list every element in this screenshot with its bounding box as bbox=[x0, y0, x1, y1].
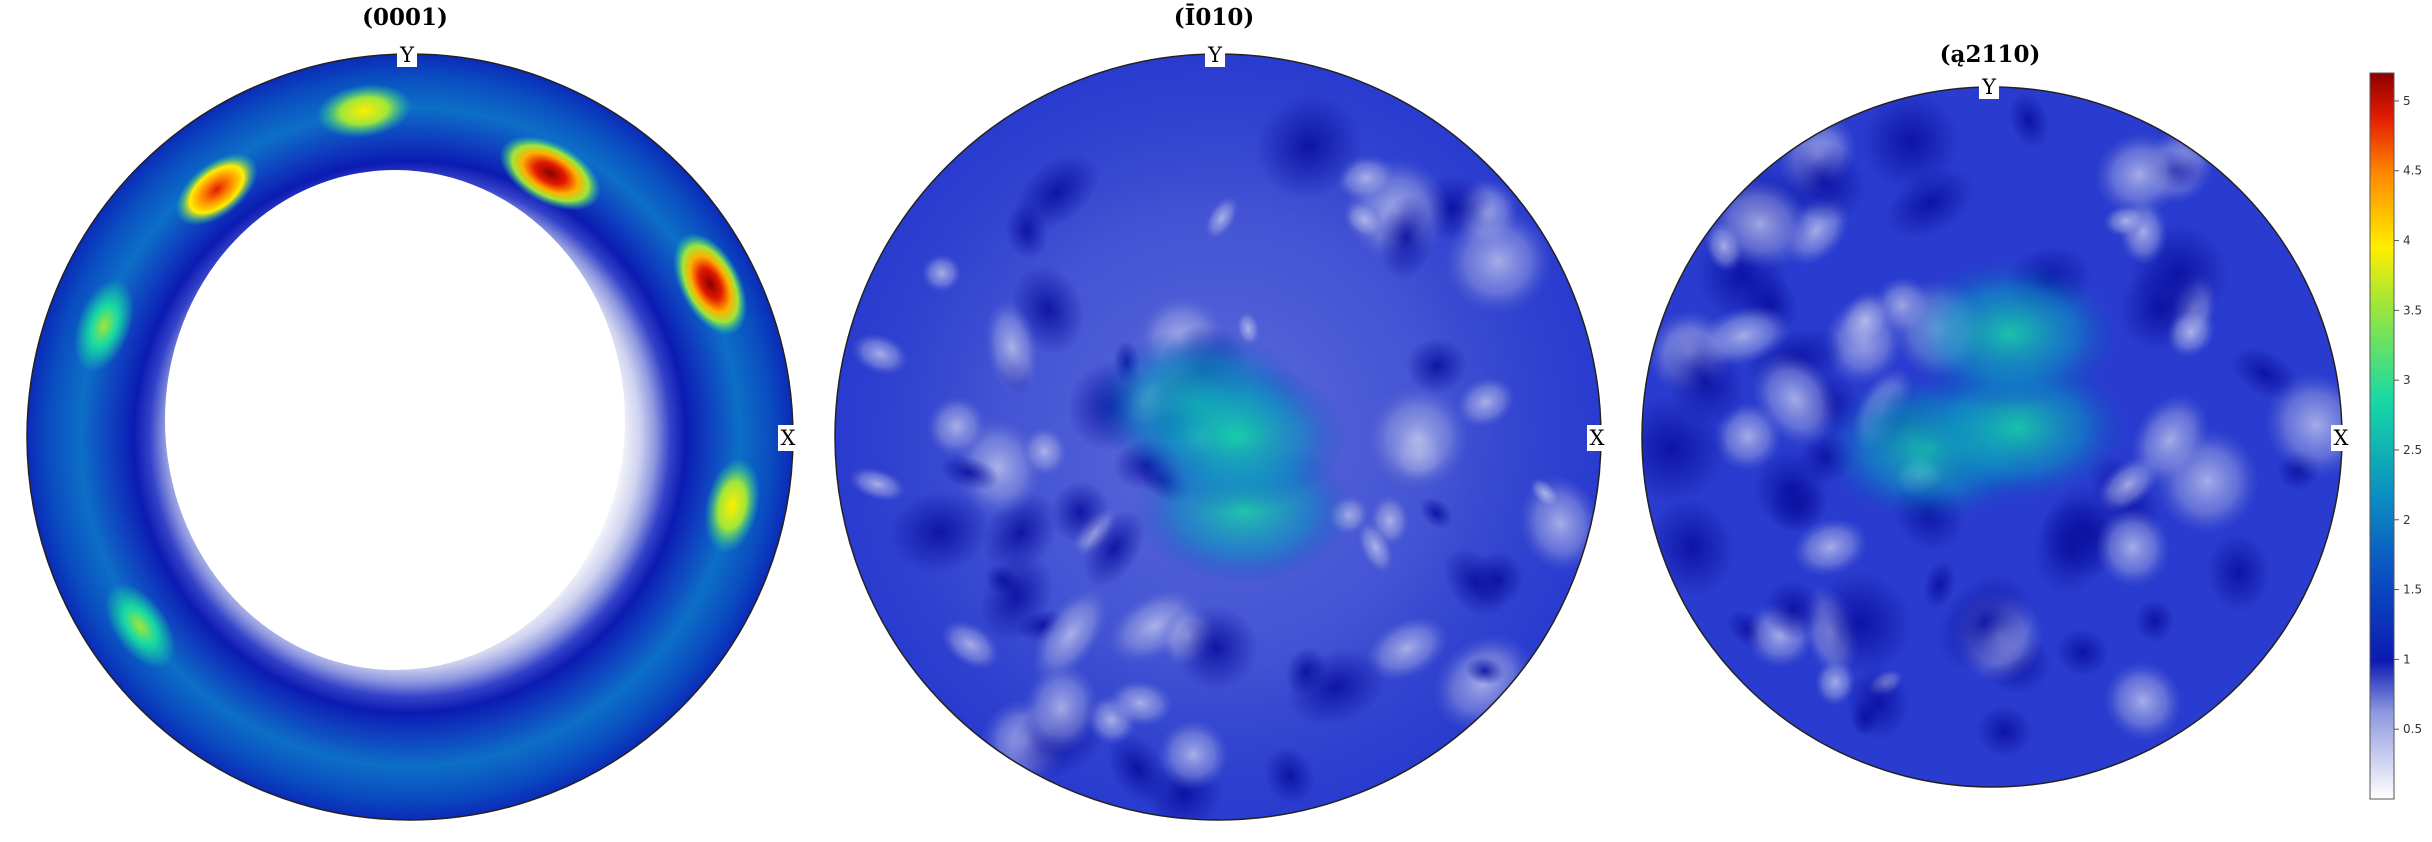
colorbar-tick-label: 3 bbox=[2403, 373, 2411, 387]
density-peak-1 bbox=[673, 233, 748, 335]
pole-figure-0001: (0001) Y X bbox=[26, 4, 798, 821]
low-density-blob bbox=[1031, 586, 1110, 683]
x-axis-label: X bbox=[1590, 426, 1605, 450]
low-density-blob bbox=[1023, 661, 1100, 755]
density-peak-6 bbox=[704, 458, 760, 553]
colorbar-tick-label: 0.5 bbox=[2403, 722, 2422, 736]
low-density-blob bbox=[984, 298, 1039, 396]
low-density-blob bbox=[2130, 393, 2210, 487]
low-density-blob bbox=[1204, 196, 1239, 240]
low-density-blob bbox=[2103, 204, 2148, 237]
low-density-blob bbox=[921, 254, 962, 293]
dark-blob bbox=[939, 455, 1000, 491]
density-peak-0 bbox=[499, 136, 601, 211]
y-axis-label: Y bbox=[1981, 75, 1997, 99]
low-density-blob bbox=[1529, 477, 1561, 509]
dark-blob bbox=[2134, 598, 2175, 644]
pole-figure-1010: (Ī010) Y X bbox=[834, 4, 1607, 821]
colorbar-tick-label: 2.5 bbox=[2403, 443, 2422, 457]
dark-blob bbox=[2055, 628, 2110, 677]
pole-figure-title: (ą2110) bbox=[1940, 41, 2041, 68]
low-density-blob bbox=[2095, 132, 2185, 216]
dark-blob bbox=[1465, 656, 1504, 685]
colorbar-ticks: 0.5 1 1.5 2 2.5 3 3.5 4 4.5 5 bbox=[2394, 94, 2422, 736]
dark-blob bbox=[1443, 547, 1508, 618]
density-peak-2 bbox=[1900, 258, 2121, 409]
low-density-blob bbox=[1792, 518, 1868, 577]
low-density-blob bbox=[1343, 200, 1385, 239]
density-peak-2 bbox=[1127, 362, 1348, 512]
dark-blob bbox=[1174, 605, 1259, 691]
dark-blob bbox=[1781, 141, 1867, 223]
low-density-blob bbox=[1021, 426, 1068, 477]
low-density-blob bbox=[1443, 208, 1553, 315]
dark-blob bbox=[1050, 480, 1110, 544]
low-density-blob bbox=[1696, 305, 1791, 366]
dark-blob bbox=[1763, 579, 1824, 640]
low-density-blob bbox=[1357, 520, 1394, 574]
pole-figure-title: (Ī010) bbox=[1174, 4, 1255, 31]
low-density-blob bbox=[1365, 616, 1449, 681]
colorbar-tick-label: 5 bbox=[2403, 94, 2411, 108]
dark-blob bbox=[1648, 497, 1736, 597]
dark-blob bbox=[1378, 194, 1434, 281]
dark-blob bbox=[1808, 570, 1914, 675]
dark-blob bbox=[1083, 509, 1146, 587]
low-density-blob bbox=[848, 467, 906, 502]
dark-blob bbox=[1264, 746, 1316, 806]
dark-blob bbox=[1975, 704, 2034, 758]
colorbar-tick-label: 3.5 bbox=[2403, 303, 2422, 317]
density-peak-3 bbox=[316, 83, 412, 138]
low-density-blob bbox=[851, 333, 909, 375]
low-density-blob bbox=[2095, 507, 2170, 588]
dark-blob bbox=[1861, 91, 1961, 191]
dark-blob bbox=[1285, 647, 1327, 695]
y-axis-label: Y bbox=[1207, 43, 1223, 67]
dark-blob bbox=[1406, 337, 1468, 395]
dark-blob bbox=[1256, 93, 1363, 200]
low-density-blob bbox=[1107, 679, 1174, 727]
colorbar-tick-label: 1 bbox=[2403, 652, 2411, 666]
low-density-blob bbox=[2103, 661, 2183, 741]
pole-figure-2110: (ą2110) Y X bbox=[1641, 41, 2351, 788]
density-peak-5 bbox=[105, 583, 176, 669]
colorbar-tick-label: 2 bbox=[2403, 513, 2411, 527]
dark-blob bbox=[1936, 572, 2033, 672]
low-density-blob bbox=[940, 619, 1001, 670]
dark-blob bbox=[1419, 497, 1453, 529]
low-density-blob bbox=[926, 395, 987, 458]
colorbar: 0.5 1 1.5 2 2.5 3 3.5 4 4.5 5 bbox=[2369, 72, 2422, 800]
x-axis-label: X bbox=[2334, 426, 2349, 450]
low-density-blob bbox=[2166, 308, 2216, 357]
low-density-blob bbox=[1366, 385, 1470, 492]
pole-figure-title: (0001) bbox=[362, 4, 448, 31]
x-axis-label: X bbox=[781, 426, 796, 450]
density-peak-2 bbox=[175, 153, 258, 226]
dark-blob bbox=[2206, 532, 2272, 613]
dark-blob bbox=[1922, 559, 1957, 610]
density-peak-4 bbox=[74, 279, 134, 372]
dark-blob bbox=[1844, 666, 1912, 741]
dark-blob bbox=[2032, 497, 2111, 596]
low-density-blob bbox=[1157, 718, 1230, 791]
low-density-blob bbox=[1456, 376, 1516, 428]
dark-blob bbox=[1768, 477, 1827, 534]
low-density-blob bbox=[1751, 351, 1839, 448]
colorbar-gradient bbox=[2369, 72, 2395, 800]
dark-blob bbox=[1014, 153, 1099, 232]
dark-blob bbox=[980, 553, 1054, 641]
y-axis-label: Y bbox=[399, 43, 415, 67]
colorbar-tick-label: 1.5 bbox=[2403, 583, 2422, 597]
low-density-blob bbox=[1704, 220, 1743, 272]
dark-blob bbox=[2008, 91, 2050, 149]
dark-blob bbox=[889, 491, 991, 573]
colorbar-tick-label: 4 bbox=[2403, 234, 2411, 248]
low-density-blob bbox=[1838, 290, 1892, 352]
colorbar-tick-label: 4.5 bbox=[2403, 164, 2422, 178]
